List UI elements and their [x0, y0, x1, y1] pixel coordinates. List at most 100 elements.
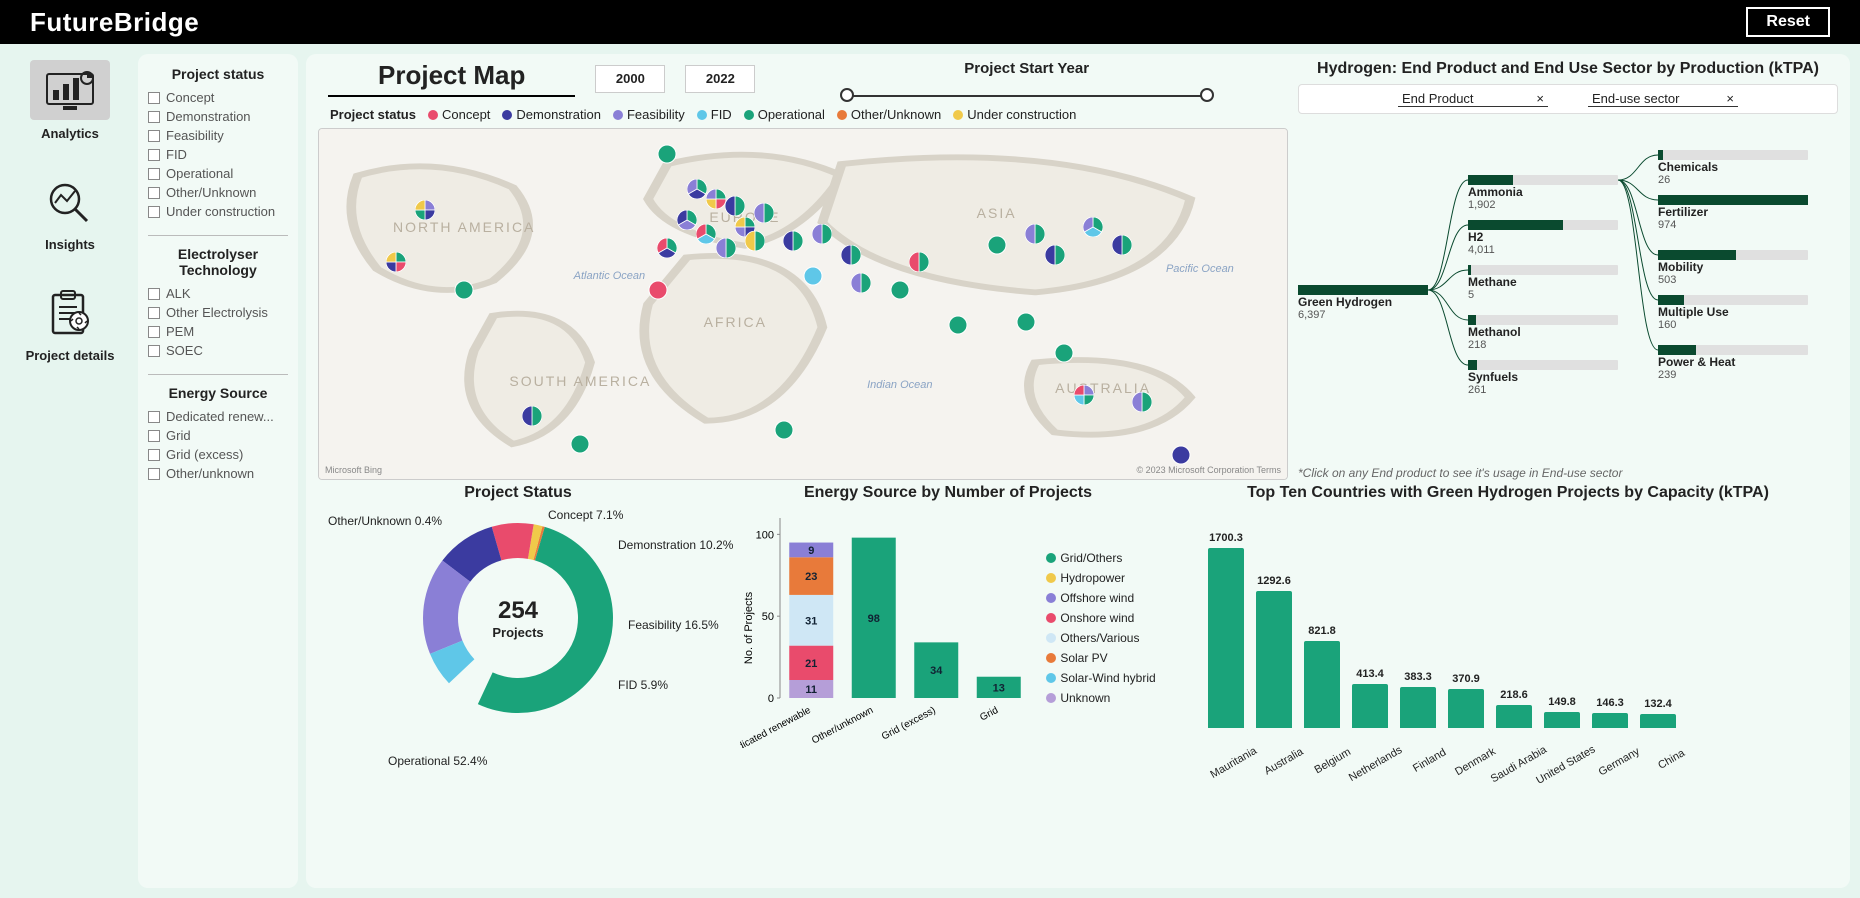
map-marker[interactable] — [648, 280, 668, 300]
country-bar[interactable] — [1448, 689, 1484, 728]
filter-item[interactable]: Other/unknown — [148, 464, 288, 483]
map-marker[interactable] — [657, 238, 677, 258]
filter-item[interactable]: Operational — [148, 164, 288, 183]
country-bar[interactable] — [1544, 712, 1580, 728]
map-marker[interactable] — [415, 200, 435, 220]
map-marker[interactable] — [948, 315, 968, 335]
country-chart[interactable]: 1700.3Mauritania1292.6Australia821.8Belg… — [1178, 508, 1838, 768]
stacked-chart[interactable]: 050100No. of Projects112131239Dedicated … — [740, 508, 1040, 748]
legend-item[interactable]: Unknown — [1046, 691, 1155, 705]
map-marker[interactable] — [696, 224, 716, 244]
map-marker[interactable] — [716, 238, 736, 258]
filter-item[interactable]: FID — [148, 145, 288, 164]
nav-insights[interactable]: Insights — [20, 171, 120, 252]
reset-button[interactable]: Reset — [1746, 7, 1830, 37]
nav-analytics[interactable]: Analytics — [20, 60, 120, 141]
country-bar[interactable] — [1400, 687, 1436, 728]
map-marker[interactable] — [851, 273, 871, 293]
filter-item[interactable]: Dedicated renew... — [148, 407, 288, 426]
legend-item[interactable]: Other/Unknown — [837, 107, 941, 122]
map-marker[interactable] — [1025, 224, 1045, 244]
map-marker[interactable] — [890, 280, 910, 300]
map-marker[interactable] — [745, 231, 765, 251]
legend-item[interactable]: Others/Various — [1046, 631, 1155, 645]
map-marker[interactable] — [1083, 217, 1103, 237]
sankey-bar[interactable] — [1658, 345, 1808, 355]
filter-item[interactable]: Feasibility — [148, 126, 288, 145]
sankey-bar[interactable] — [1468, 175, 1618, 185]
map-marker[interactable] — [754, 203, 774, 223]
sankey-bar[interactable] — [1298, 285, 1428, 295]
country-bar[interactable] — [1256, 591, 1292, 728]
map-marker[interactable] — [1016, 312, 1036, 332]
sankey-select-end-use[interactable]: End-use sector× — [1588, 91, 1738, 107]
country-bar[interactable] — [1208, 548, 1244, 728]
legend-item[interactable]: Demonstration — [502, 107, 601, 122]
map-marker[interactable] — [570, 434, 590, 454]
map-marker[interactable] — [706, 189, 726, 209]
map-marker[interactable] — [841, 245, 861, 265]
legend-item[interactable]: Hydropower — [1046, 571, 1155, 585]
sankey-bar[interactable] — [1658, 195, 1808, 205]
sankey-chart[interactable]: Green Hydrogen6,397Ammonia1,902H24,011Me… — [1298, 120, 1838, 464]
donut-chart[interactable]: 254 Projects Operational 52.4%Other/Unkn… — [328, 508, 708, 768]
nav-project-details[interactable]: Project details — [20, 282, 120, 363]
filter-item[interactable]: SOEC — [148, 341, 288, 360]
legend-item[interactable]: Grid/Others — [1046, 551, 1155, 565]
year-slider[interactable] — [847, 95, 1207, 97]
map-marker[interactable] — [522, 406, 542, 426]
legend-item[interactable]: FID — [697, 107, 732, 122]
map-marker[interactable] — [677, 210, 697, 230]
map-marker[interactable] — [386, 252, 406, 272]
country-bar[interactable] — [1640, 714, 1676, 728]
legend-item[interactable]: Under construction — [953, 107, 1076, 122]
legend-item[interactable]: Concept — [428, 107, 490, 122]
filter-item[interactable]: Other Electrolysis — [148, 303, 288, 322]
legend-item[interactable]: Feasibility — [613, 107, 685, 122]
map-marker[interactable] — [1074, 385, 1094, 405]
map-marker[interactable] — [812, 224, 832, 244]
slider-knob-end[interactable] — [1200, 88, 1214, 102]
filter-item[interactable]: Concept — [148, 88, 288, 107]
country-bar[interactable] — [1496, 705, 1532, 728]
map-marker[interactable] — [725, 196, 745, 216]
map-marker[interactable] — [774, 420, 794, 440]
filter-item[interactable]: Grid — [148, 426, 288, 445]
legend-item[interactable]: Offshore wind — [1046, 591, 1155, 605]
map-marker[interactable] — [1132, 392, 1152, 412]
country-bar[interactable] — [1304, 641, 1340, 728]
map-marker[interactable] — [1045, 245, 1065, 265]
filter-item[interactable]: PEM — [148, 322, 288, 341]
sankey-bar[interactable] — [1468, 220, 1618, 230]
country-bar[interactable] — [1592, 713, 1628, 728]
map-marker[interactable] — [687, 179, 707, 199]
slider-knob-start[interactable] — [840, 88, 854, 102]
map-marker[interactable] — [783, 231, 803, 251]
map-marker[interactable] — [1171, 445, 1191, 465]
map-marker[interactable] — [803, 266, 823, 286]
map-marker[interactable] — [657, 144, 677, 164]
legend-item[interactable]: Operational — [744, 107, 825, 122]
map-marker[interactable] — [987, 235, 1007, 255]
map-marker[interactable] — [909, 252, 929, 272]
sankey-bar[interactable] — [1468, 315, 1618, 325]
filter-item[interactable]: Demonstration — [148, 107, 288, 126]
map-marker[interactable] — [1112, 235, 1132, 255]
sankey-select-end-product[interactable]: End Product× — [1398, 91, 1548, 107]
map-marker[interactable] — [1054, 343, 1074, 363]
sankey-bar[interactable] — [1468, 265, 1618, 275]
legend-item[interactable]: Onshore wind — [1046, 611, 1155, 625]
sankey-bar[interactable] — [1658, 295, 1808, 305]
filter-item[interactable]: Other/Unknown — [148, 183, 288, 202]
sankey-bar[interactable] — [1468, 360, 1618, 370]
world-map[interactable]: Microsoft Bing © 2023 Microsoft Corporat… — [318, 128, 1288, 480]
country-bar[interactable] — [1352, 684, 1388, 728]
sankey-bar[interactable] — [1658, 250, 1808, 260]
map-marker[interactable] — [454, 280, 474, 300]
year-end-input[interactable]: 2022 — [685, 65, 755, 93]
filter-item[interactable]: ALK — [148, 284, 288, 303]
legend-item[interactable]: Solar PV — [1046, 651, 1155, 665]
filter-item[interactable]: Grid (excess) — [148, 445, 288, 464]
year-start-input[interactable]: 2000 — [595, 65, 665, 93]
legend-item[interactable]: Solar-Wind hybrid — [1046, 671, 1155, 685]
